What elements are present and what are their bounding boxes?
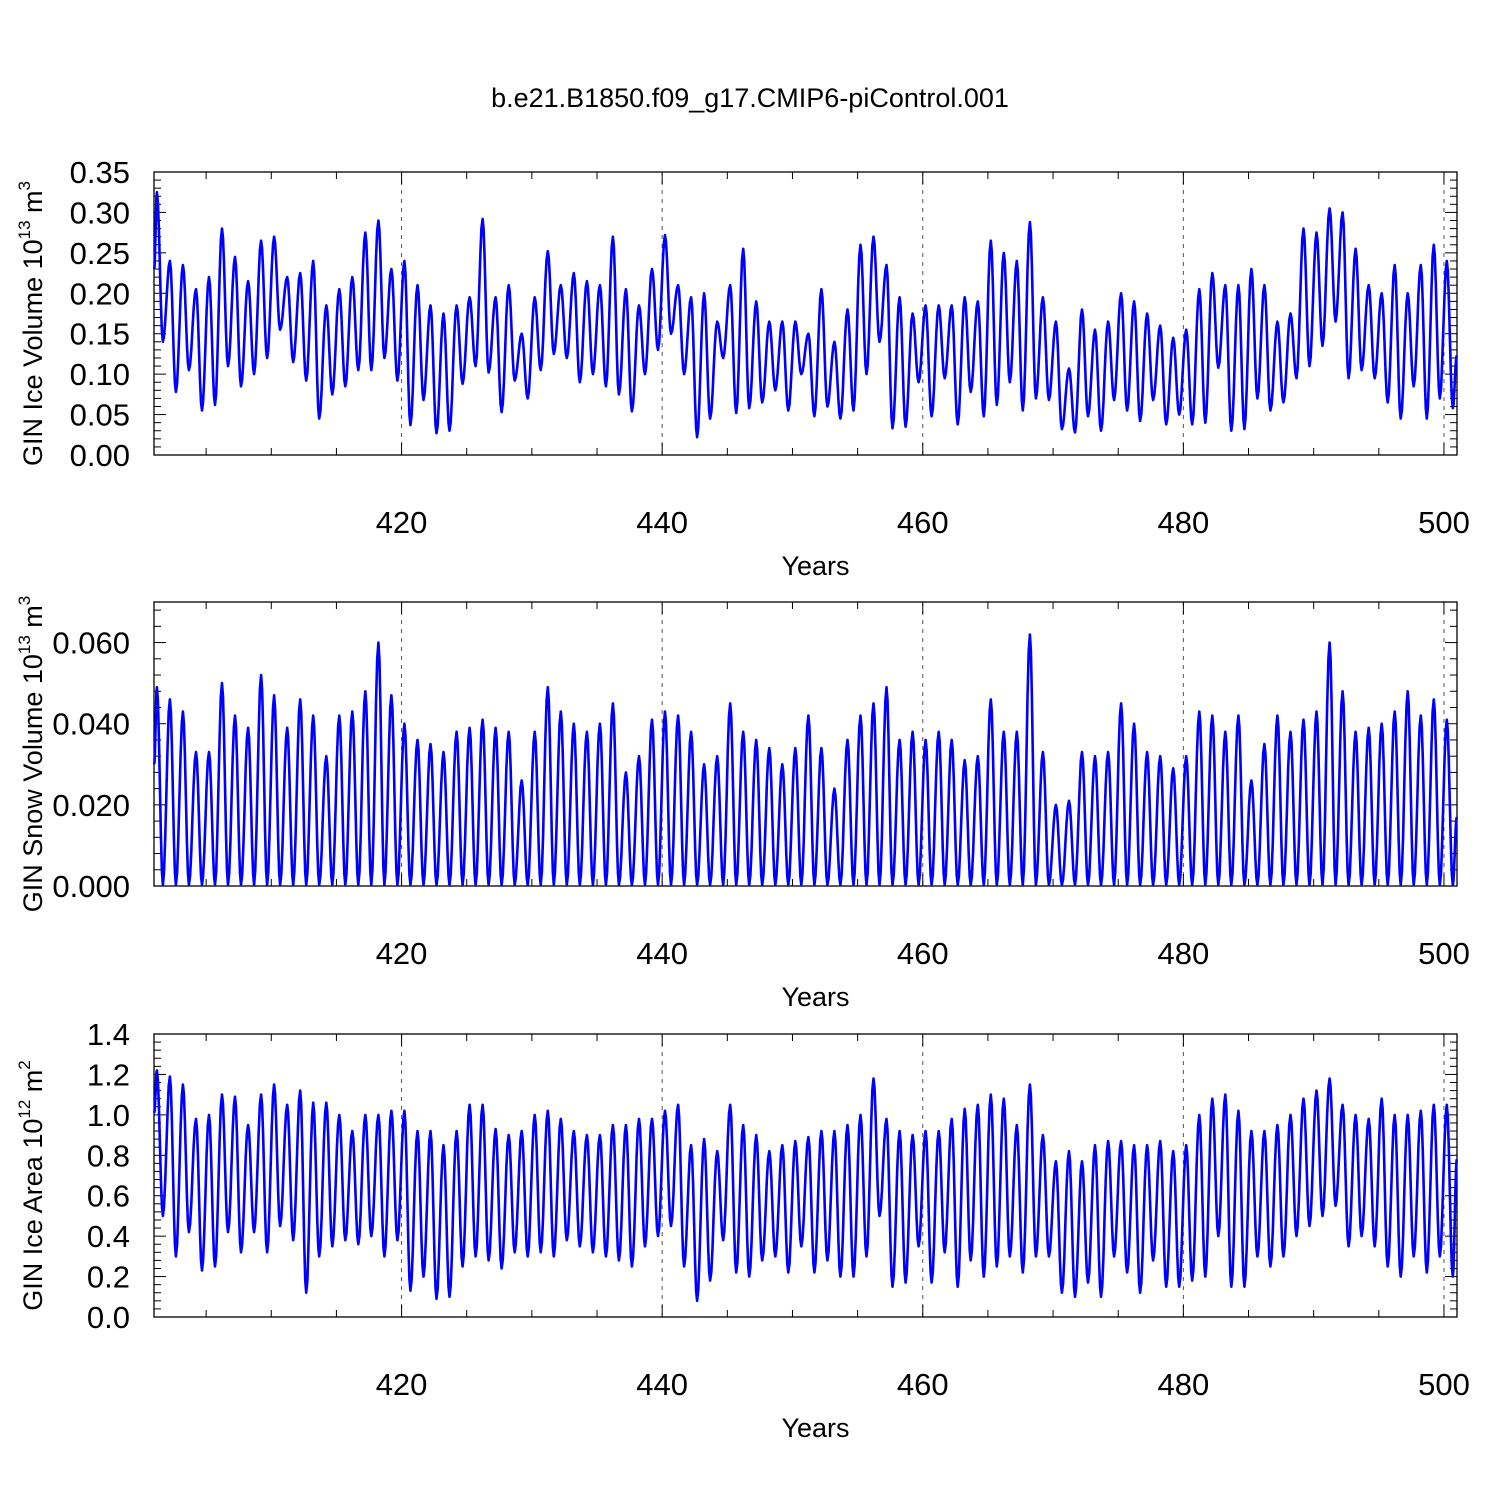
x-tick-label: 440 bbox=[636, 505, 688, 540]
y-tick-label: 0.040 bbox=[52, 707, 130, 742]
y-tick-label: 1.4 bbox=[87, 1017, 130, 1052]
y-tick-label: 0.00 bbox=[70, 438, 130, 473]
x-tick-label: 500 bbox=[1418, 505, 1470, 540]
x-tick-label: 480 bbox=[1158, 1367, 1210, 1402]
y-tick-label: 0.30 bbox=[70, 195, 130, 230]
x-tick-label: 440 bbox=[636, 936, 688, 971]
x-tick-label: 460 bbox=[897, 505, 949, 540]
y-tick-label: 0.8 bbox=[87, 1138, 130, 1173]
panel-ice-area: 0.0 0.2 0.4 0.6 0.8 1.0 1.2 1.4 420 440 460 480 500 Y… bbox=[15, 1017, 1470, 1443]
y-tick-label: 0.05 bbox=[70, 398, 130, 433]
x-tick-label: 500 bbox=[1418, 936, 1470, 971]
y-tick-label: 0.020 bbox=[52, 788, 130, 823]
x-axis-title: Years bbox=[781, 551, 849, 581]
x-tick-label: 500 bbox=[1418, 1367, 1470, 1402]
x-tick-label: 480 bbox=[1158, 936, 1210, 971]
y-tick-label: 0.10 bbox=[70, 357, 130, 392]
x-tick-label: 420 bbox=[376, 505, 428, 540]
y-tick-label: 1.0 bbox=[87, 1098, 130, 1133]
x-tick-label: 440 bbox=[636, 1367, 688, 1402]
y-tick-label: 0.000 bbox=[52, 869, 130, 904]
x-tick-label: 420 bbox=[376, 936, 428, 971]
chart-title: b.e21.B1850.f09_g17.CMIP6-piControl.001 bbox=[491, 83, 1009, 113]
y-axis-title: GIN Ice Volume 1013 m3 bbox=[15, 181, 48, 466]
y-tick-label: 0.20 bbox=[70, 276, 130, 311]
x-tick-label: 460 bbox=[897, 936, 949, 971]
y-tick-label: 0.4 bbox=[87, 1219, 130, 1254]
plot-frame bbox=[153, 171, 1458, 456]
panel-ice-volume: 0.00 0.05 0.10 0.15 0.20 0.25 0.30 0.35 420 440 46… bbox=[15, 155, 1470, 581]
y-tick-label: 0.2 bbox=[87, 1260, 130, 1295]
y-tick-label: 1.2 bbox=[87, 1057, 130, 1092]
x-axis-title: Years bbox=[781, 1413, 849, 1443]
y-tick-label: 0.6 bbox=[87, 1179, 130, 1214]
panel-snow-volume: 0.000 0.020 0.040 0.060 420 440 460 480 500 Years… bbox=[15, 596, 1470, 1012]
series-line bbox=[153, 1069, 1458, 1303]
y-tick-label: 0.0 bbox=[87, 1300, 130, 1335]
x-tick-label: 480 bbox=[1158, 505, 1210, 540]
x-tick-label: 420 bbox=[376, 1367, 428, 1402]
series-line bbox=[153, 633, 1458, 887]
y-tick-label: 0.25 bbox=[70, 236, 130, 271]
x-axis-title: Years bbox=[781, 982, 849, 1012]
y-axis-title: GIN Ice Area 1012 m2 bbox=[15, 1060, 48, 1311]
y-axis-title: GIN Snow Volume 1013 m3 bbox=[15, 596, 48, 913]
y-tick-label: 0.35 bbox=[70, 155, 130, 190]
x-tick-label: 460 bbox=[897, 1367, 949, 1402]
y-tick-label: 0.060 bbox=[52, 626, 130, 661]
y-tick-label: 0.15 bbox=[70, 317, 130, 352]
series-line bbox=[153, 190, 1458, 439]
